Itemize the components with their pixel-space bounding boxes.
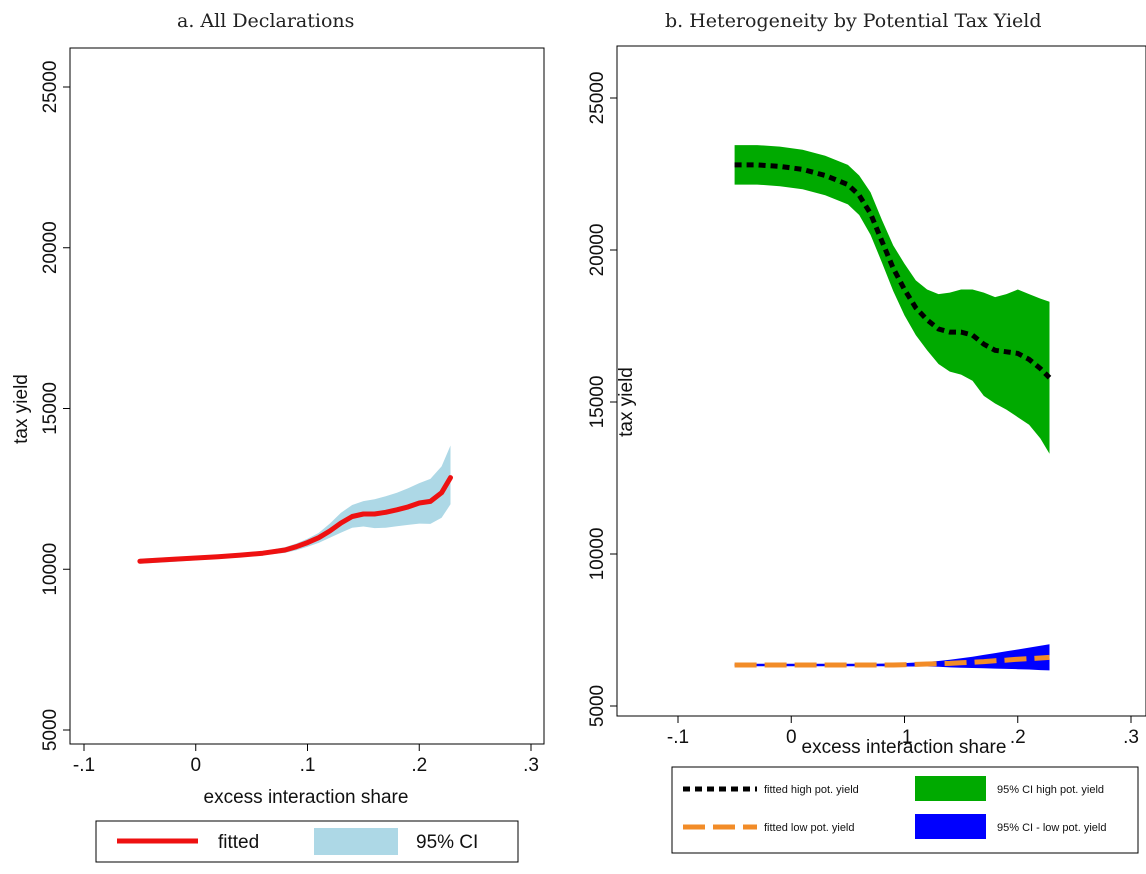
panel-b-legend-high-ci-swatch [915,776,986,801]
panel-a-y-axis-title: tax yield [11,374,32,444]
panel-b-legend-low-fit-label: fitted low pot. yield [764,822,855,834]
a-x-tick-label: 0 [190,755,201,776]
b-y-tick-label: 25000 [587,72,608,125]
a-x-tick-label: -.1 [73,755,95,776]
panel-a-title: a. All Declarations [177,10,355,32]
a-y-tick-label: 25000 [40,61,61,114]
a-x-tick-label: .1 [300,755,316,776]
panel-b-y-axis: 5000 10000 15000 20000 25000 [587,72,617,727]
panel-b-x-axis-title: excess interaction share [802,737,1007,758]
b-x-tick-label: .1 [897,727,913,748]
panel-a-x-axis: -.1 0 .1 .2 .3 [73,744,539,776]
panel-a-legend-ci-label: 95% CI [416,832,478,853]
a-y-tick-label: 10000 [40,543,61,596]
a-x-tick-label: .2 [411,755,427,776]
panel-b-legend-low-ci-label: 95% CI - low pot. yield [997,822,1106,834]
a-y-tick-label: 20000 [40,221,61,274]
panel-b-high-ci-band [734,145,1050,454]
panel-b-plot-frame [616,45,1146,717]
panel-b-x-axis: -.1 0 .1 .2 .3 [667,716,1139,748]
panel-b-low-fitted-line [734,654,1050,668]
a-y-tick-label: 15000 [40,382,61,435]
panel-a-plot-frame [69,47,545,745]
panel-a-ci-band [139,445,451,564]
b-y-tick-label: 10000 [587,528,608,581]
panel-b-legend-high-fit-label: fitted high pot. yield [764,784,859,796]
panel-a-legend-ci-swatch [314,828,398,855]
a-y-tick-label: 5000 [40,709,61,751]
panel-b-legend-high-ci-label: 95% CI high pot. yield [997,784,1104,796]
panel-a-legend-fitted-label: fitted [218,832,259,853]
b-y-tick-label: 15000 [587,376,608,429]
panel-b-high-fitted-line [734,162,1052,380]
panel-b-title: b. Heterogeneity by Potential Tax Yield [665,10,1042,32]
panel-b-legend-box [671,766,1139,854]
b-x-tick-label: -.1 [667,727,689,748]
panel-a-y-axis: 5000 10000 15000 20000 25000 [40,61,70,751]
panel-b-y-axis-title: tax yield [616,367,637,437]
panel-b-legend-low-ci-swatch [915,814,986,839]
b-y-tick-label: 5000 [587,685,608,727]
panel-a-x-axis-title: excess interaction share [204,787,409,808]
panel-a-fitted-line [137,475,453,564]
b-x-tick-label: 0 [786,727,797,748]
b-x-tick-label: .3 [1123,727,1139,748]
b-x-tick-label: .2 [1010,727,1026,748]
b-y-tick-label: 20000 [587,224,608,277]
a-x-tick-label: .3 [523,755,539,776]
panel-a: -.1 0 .1 .2 .3 5000 10000 15000 20000 25000 exce… [11,47,545,863]
panel-b: -.1 0 .1 .2 .3 5000 10000 15000 20000 25000 exce… [587,45,1146,854]
